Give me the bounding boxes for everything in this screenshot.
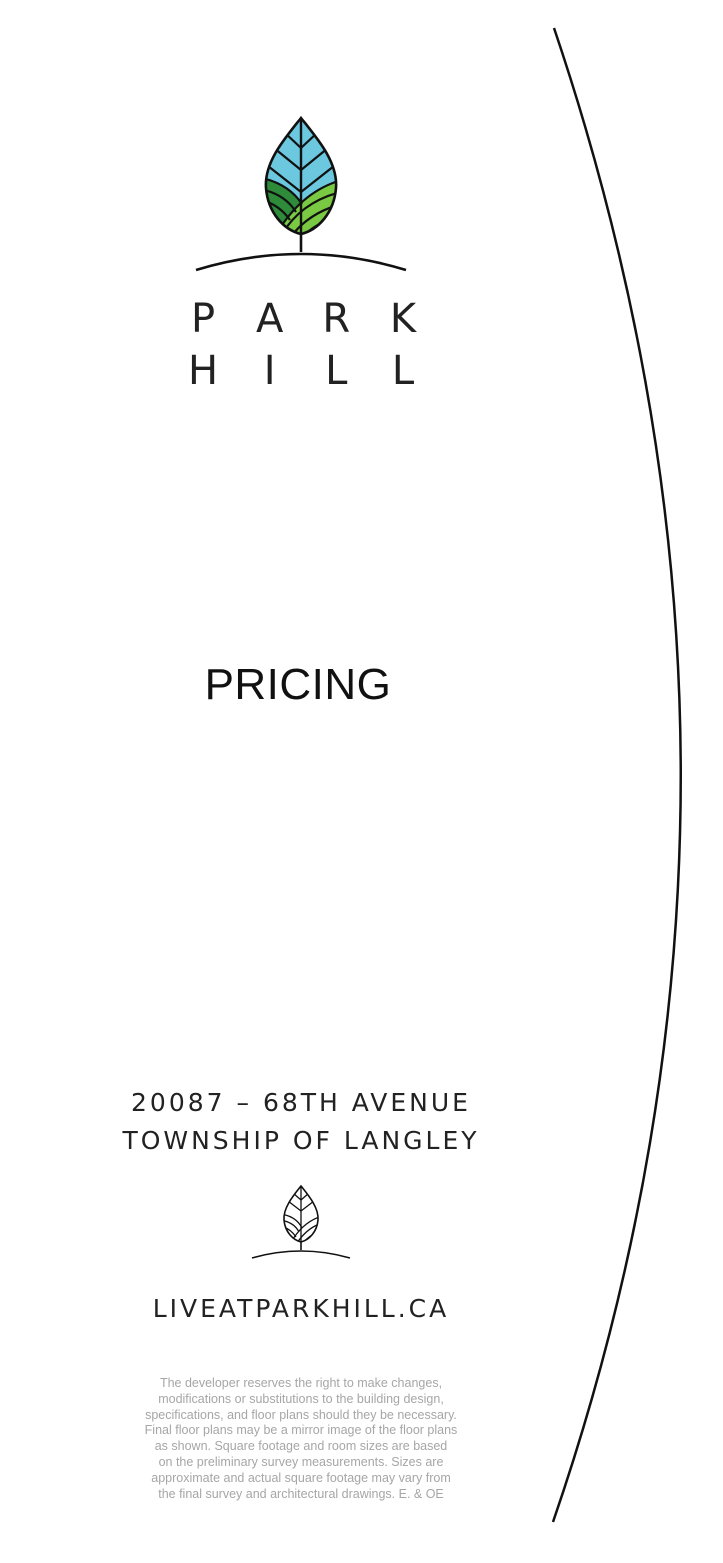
disclaimer-line: approximate and actual square footage ma… [151, 1470, 451, 1485]
brand-letter: K [389, 296, 417, 342]
brand-letter: P [190, 296, 216, 342]
brand-letter: R [322, 296, 351, 342]
brand-letter: H [188, 348, 219, 394]
page-title: PRICING [204, 660, 392, 709]
brand-letter: A [255, 296, 284, 342]
brand-name-line1: P A R K [188, 299, 418, 339]
disclaimer-line: as shown. Square footage and room sizes … [154, 1439, 448, 1454]
disclaimer-line: the final survey and architectural drawi… [158, 1486, 444, 1501]
disclaimer-line: Final floor plans may be a mirror image … [144, 1423, 458, 1438]
brand-letter: L [391, 348, 415, 394]
website-url: LIVEATPARKHILL.CA [152, 1294, 450, 1323]
tree-leaf-logo-icon [195, 115, 407, 272]
disclaimer-line: modifications or substitutions to the bu… [158, 1391, 444, 1406]
disclaimer-line: The developer reserves the right to make… [159, 1376, 443, 1390]
tree-leaf-outline-icon [251, 1184, 351, 1259]
address-municipality: TOWNSHIP OF LANGLEY [122, 1126, 480, 1155]
disclaimer-line: specifications, and floor plans should t… [145, 1407, 457, 1422]
address-street: 20087 – 68TH AVENUE [131, 1088, 471, 1117]
legal-disclaimer: The developer reserves the right to make… [110, 1376, 492, 1502]
brand-name-line2: H I L L [188, 351, 418, 391]
brand-letter: L [325, 348, 348, 394]
brand-letter: I [263, 348, 276, 394]
disclaimer-line: on the preliminary survey measurements. … [158, 1454, 444, 1469]
